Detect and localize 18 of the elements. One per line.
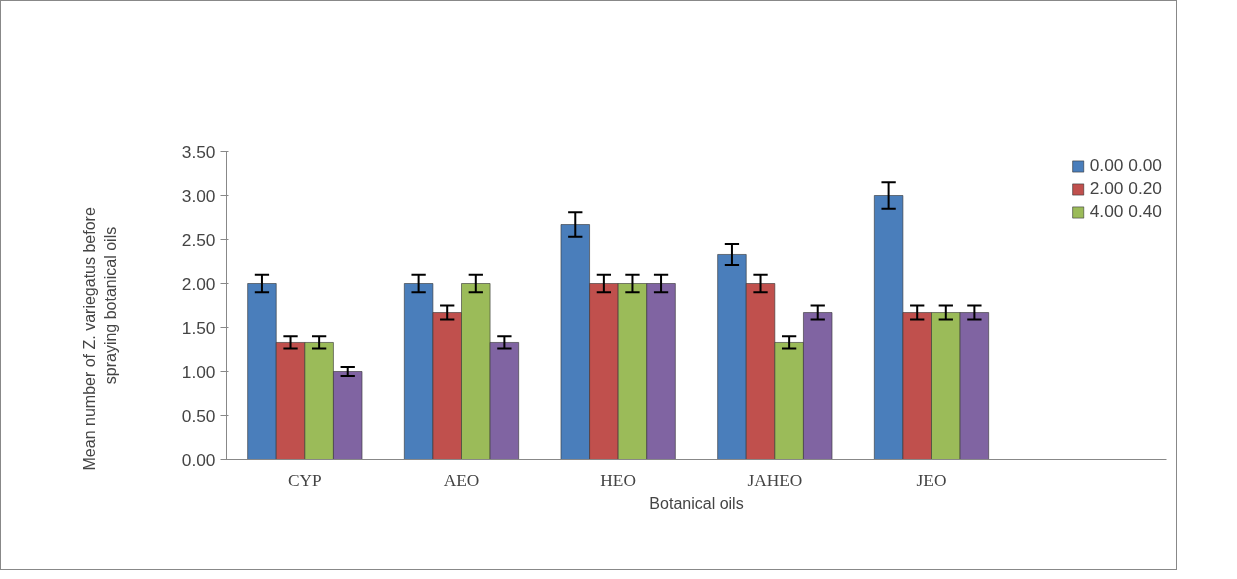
legend-label: 4.00 0.40 [1089, 201, 1162, 222]
y-tick-label: 3.50 [181, 141, 216, 162]
y-tick-label: 3.00 [181, 185, 216, 206]
x-axis-title: Botanical oils [649, 494, 744, 512]
x-tick-label: CYP [287, 470, 322, 490]
y-tick-label: 1.50 [181, 317, 216, 338]
legend-label: 0.00 0.00 [1089, 155, 1162, 176]
x-tick-label: JAHEO [747, 470, 803, 490]
y-tick-label: 1.00 [181, 361, 216, 382]
x-tick-label: HEO [600, 470, 636, 490]
y-tick-label: 0.50 [181, 405, 216, 426]
legend-label: 2.00 0.20 [1089, 178, 1162, 199]
y-tick-label: 2.00 [181, 273, 216, 294]
y-axis-title: Mean number of Z. variegatus before spraying botanical oils [81, 207, 119, 471]
y-tick-label: 2.50 [181, 229, 216, 250]
x-tick-label: JEO [916, 470, 947, 490]
x-tick-label: AEO [443, 470, 480, 490]
y-tick-label: 0.00 [181, 449, 216, 470]
